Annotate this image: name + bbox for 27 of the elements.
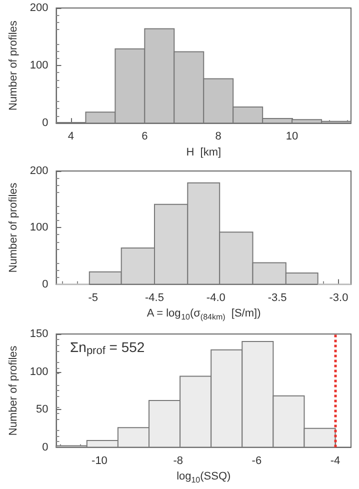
x-tick-label: -3.5	[268, 292, 287, 304]
y-tick-label: 200	[30, 2, 48, 14]
x-tick-label: -4	[330, 454, 340, 467]
x-tick-label: -3.0	[329, 292, 348, 304]
y-tick-label: 150	[30, 328, 48, 340]
x-tick-label: 10	[286, 130, 298, 143]
y-axis-title: Number of profiles	[8, 345, 20, 436]
y-tick-label: 200	[30, 165, 48, 177]
x-axis-title: H [km]	[186, 146, 222, 158]
y-tick-label: 50	[36, 404, 48, 416]
x-tick-label: -4.5	[145, 292, 164, 304]
y-tick-label: 0	[42, 441, 48, 454]
x-tick-label: 8	[215, 130, 222, 143]
y-axis-title: Number of profiles	[8, 182, 20, 273]
y-tick-label: 100	[30, 60, 48, 72]
y-axis-title: Number of profiles	[8, 20, 20, 110]
y-tick-label: 100	[30, 366, 48, 378]
y-tick-label: 100	[30, 222, 48, 234]
x-tick-label: -8	[173, 454, 183, 467]
y-tick-label: 0	[42, 278, 48, 290]
x-tick-label: 6	[142, 130, 148, 143]
x-tick-label: -5	[88, 292, 98, 304]
x-tick-label: 4	[68, 130, 74, 143]
x-tick-label: -10	[92, 454, 108, 467]
x-tick-label: -4.0	[206, 292, 226, 304]
y-tick-label: 0	[42, 117, 48, 130]
x-tick-label: -6	[252, 454, 262, 467]
